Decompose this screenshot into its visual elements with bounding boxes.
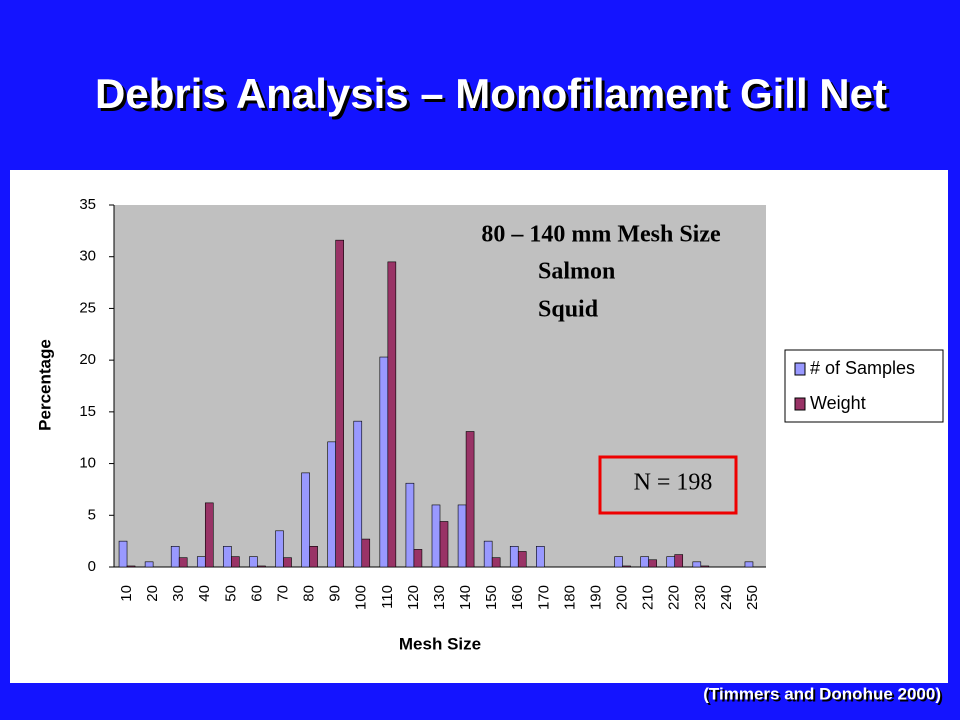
y-axis-label: Percentage [35, 339, 54, 431]
x-tick-label: 70 [274, 585, 291, 602]
x-tick-label: 150 [483, 585, 500, 610]
bar [622, 565, 631, 568]
bar [483, 540, 493, 568]
bar [744, 561, 754, 568]
bar [257, 565, 266, 568]
x-tick-label: 20 [144, 585, 161, 602]
x-axis-label: Mesh Size [399, 634, 481, 653]
bar [387, 261, 397, 568]
x-tick-label: 90 [327, 585, 344, 602]
bar [413, 549, 423, 568]
annotation: Salmon [538, 259, 615, 285]
bar [509, 546, 519, 568]
y-tick-label: 20 [79, 351, 96, 368]
bar [614, 556, 623, 568]
x-tick-label: 130 [431, 585, 448, 610]
bar [517, 551, 527, 568]
x-tick-label: 10 [118, 585, 135, 602]
bar [283, 557, 292, 568]
annotation: N = 198 [634, 470, 713, 496]
bar [231, 556, 240, 568]
x-tick-label: 180 [561, 585, 578, 610]
x-tick-label: 110 [379, 585, 396, 609]
y-tick-label: 25 [79, 299, 96, 316]
bar [361, 538, 371, 568]
bar [379, 356, 389, 568]
annotation: 80 – 140 mm Mesh Size [481, 222, 721, 248]
x-tick-label: 60 [248, 585, 265, 602]
bar [457, 504, 467, 568]
citation-shadow: (Timmers and Donohue 2000) [705, 686, 943, 705]
bar [275, 530, 284, 568]
x-tick-label: 80 [301, 585, 318, 602]
x-tick-label: 210 [640, 585, 657, 610]
bar [249, 556, 258, 568]
legend-label: # of Samples [810, 358, 915, 378]
x-tick-label: 30 [170, 585, 187, 602]
citation: (Timmers and Donohue 2000) [703, 684, 941, 703]
bar [309, 546, 318, 568]
bar [170, 546, 180, 568]
bar [118, 540, 128, 568]
slide-title: Debris Analysis – Monofilament Gill Net [95, 70, 887, 117]
y-tick-label: 35 [79, 196, 96, 213]
legend [784, 349, 944, 423]
x-tick-label: 100 [353, 585, 370, 610]
x-tick-label: 160 [509, 585, 526, 610]
x-tick-label: 200 [614, 585, 631, 610]
x-tick-label: 230 [692, 585, 709, 610]
y-tick-label: 5 [88, 506, 96, 523]
bar [196, 556, 206, 568]
x-tick-label: 120 [405, 585, 422, 610]
bar [353, 420, 363, 568]
x-tick-label: 250 [744, 585, 761, 610]
bar [223, 546, 232, 568]
bar [405, 482, 415, 568]
bar [439, 521, 449, 568]
bar [666, 556, 676, 568]
bar [327, 441, 336, 568]
bar [491, 557, 501, 568]
bar [692, 561, 702, 568]
annotation: Squid [538, 297, 599, 323]
legend-swatch [794, 362, 806, 376]
bar [144, 561, 154, 568]
x-tick-label: 40 [196, 585, 213, 602]
bar [204, 502, 214, 568]
bar [301, 472, 310, 568]
n-box [598, 455, 738, 515]
x-tick-label: 240 [718, 585, 735, 610]
legend-swatch [794, 397, 806, 411]
y-tick-label: 10 [79, 455, 96, 472]
bar [126, 565, 136, 568]
bar [674, 554, 684, 568]
bar [648, 559, 657, 568]
bar [431, 504, 441, 568]
bar [465, 431, 475, 568]
bar [536, 546, 545, 568]
title-shadow: Debris Analysis – Monofilament Gill Net [98, 73, 890, 120]
bar [335, 239, 344, 568]
y-tick-label: 30 [79, 248, 96, 265]
x-tick-label: 190 [587, 585, 604, 610]
bar [178, 557, 188, 568]
x-tick-label: 140 [457, 585, 474, 610]
x-tick-label: 220 [666, 585, 683, 610]
bar [640, 556, 649, 568]
x-tick-label: 170 [535, 585, 552, 610]
bar [700, 565, 710, 568]
y-tick-label: 15 [79, 403, 96, 420]
x-tick-label: 50 [222, 585, 239, 602]
legend-label: Weight [810, 393, 866, 413]
y-tick-label: 0 [88, 558, 96, 575]
